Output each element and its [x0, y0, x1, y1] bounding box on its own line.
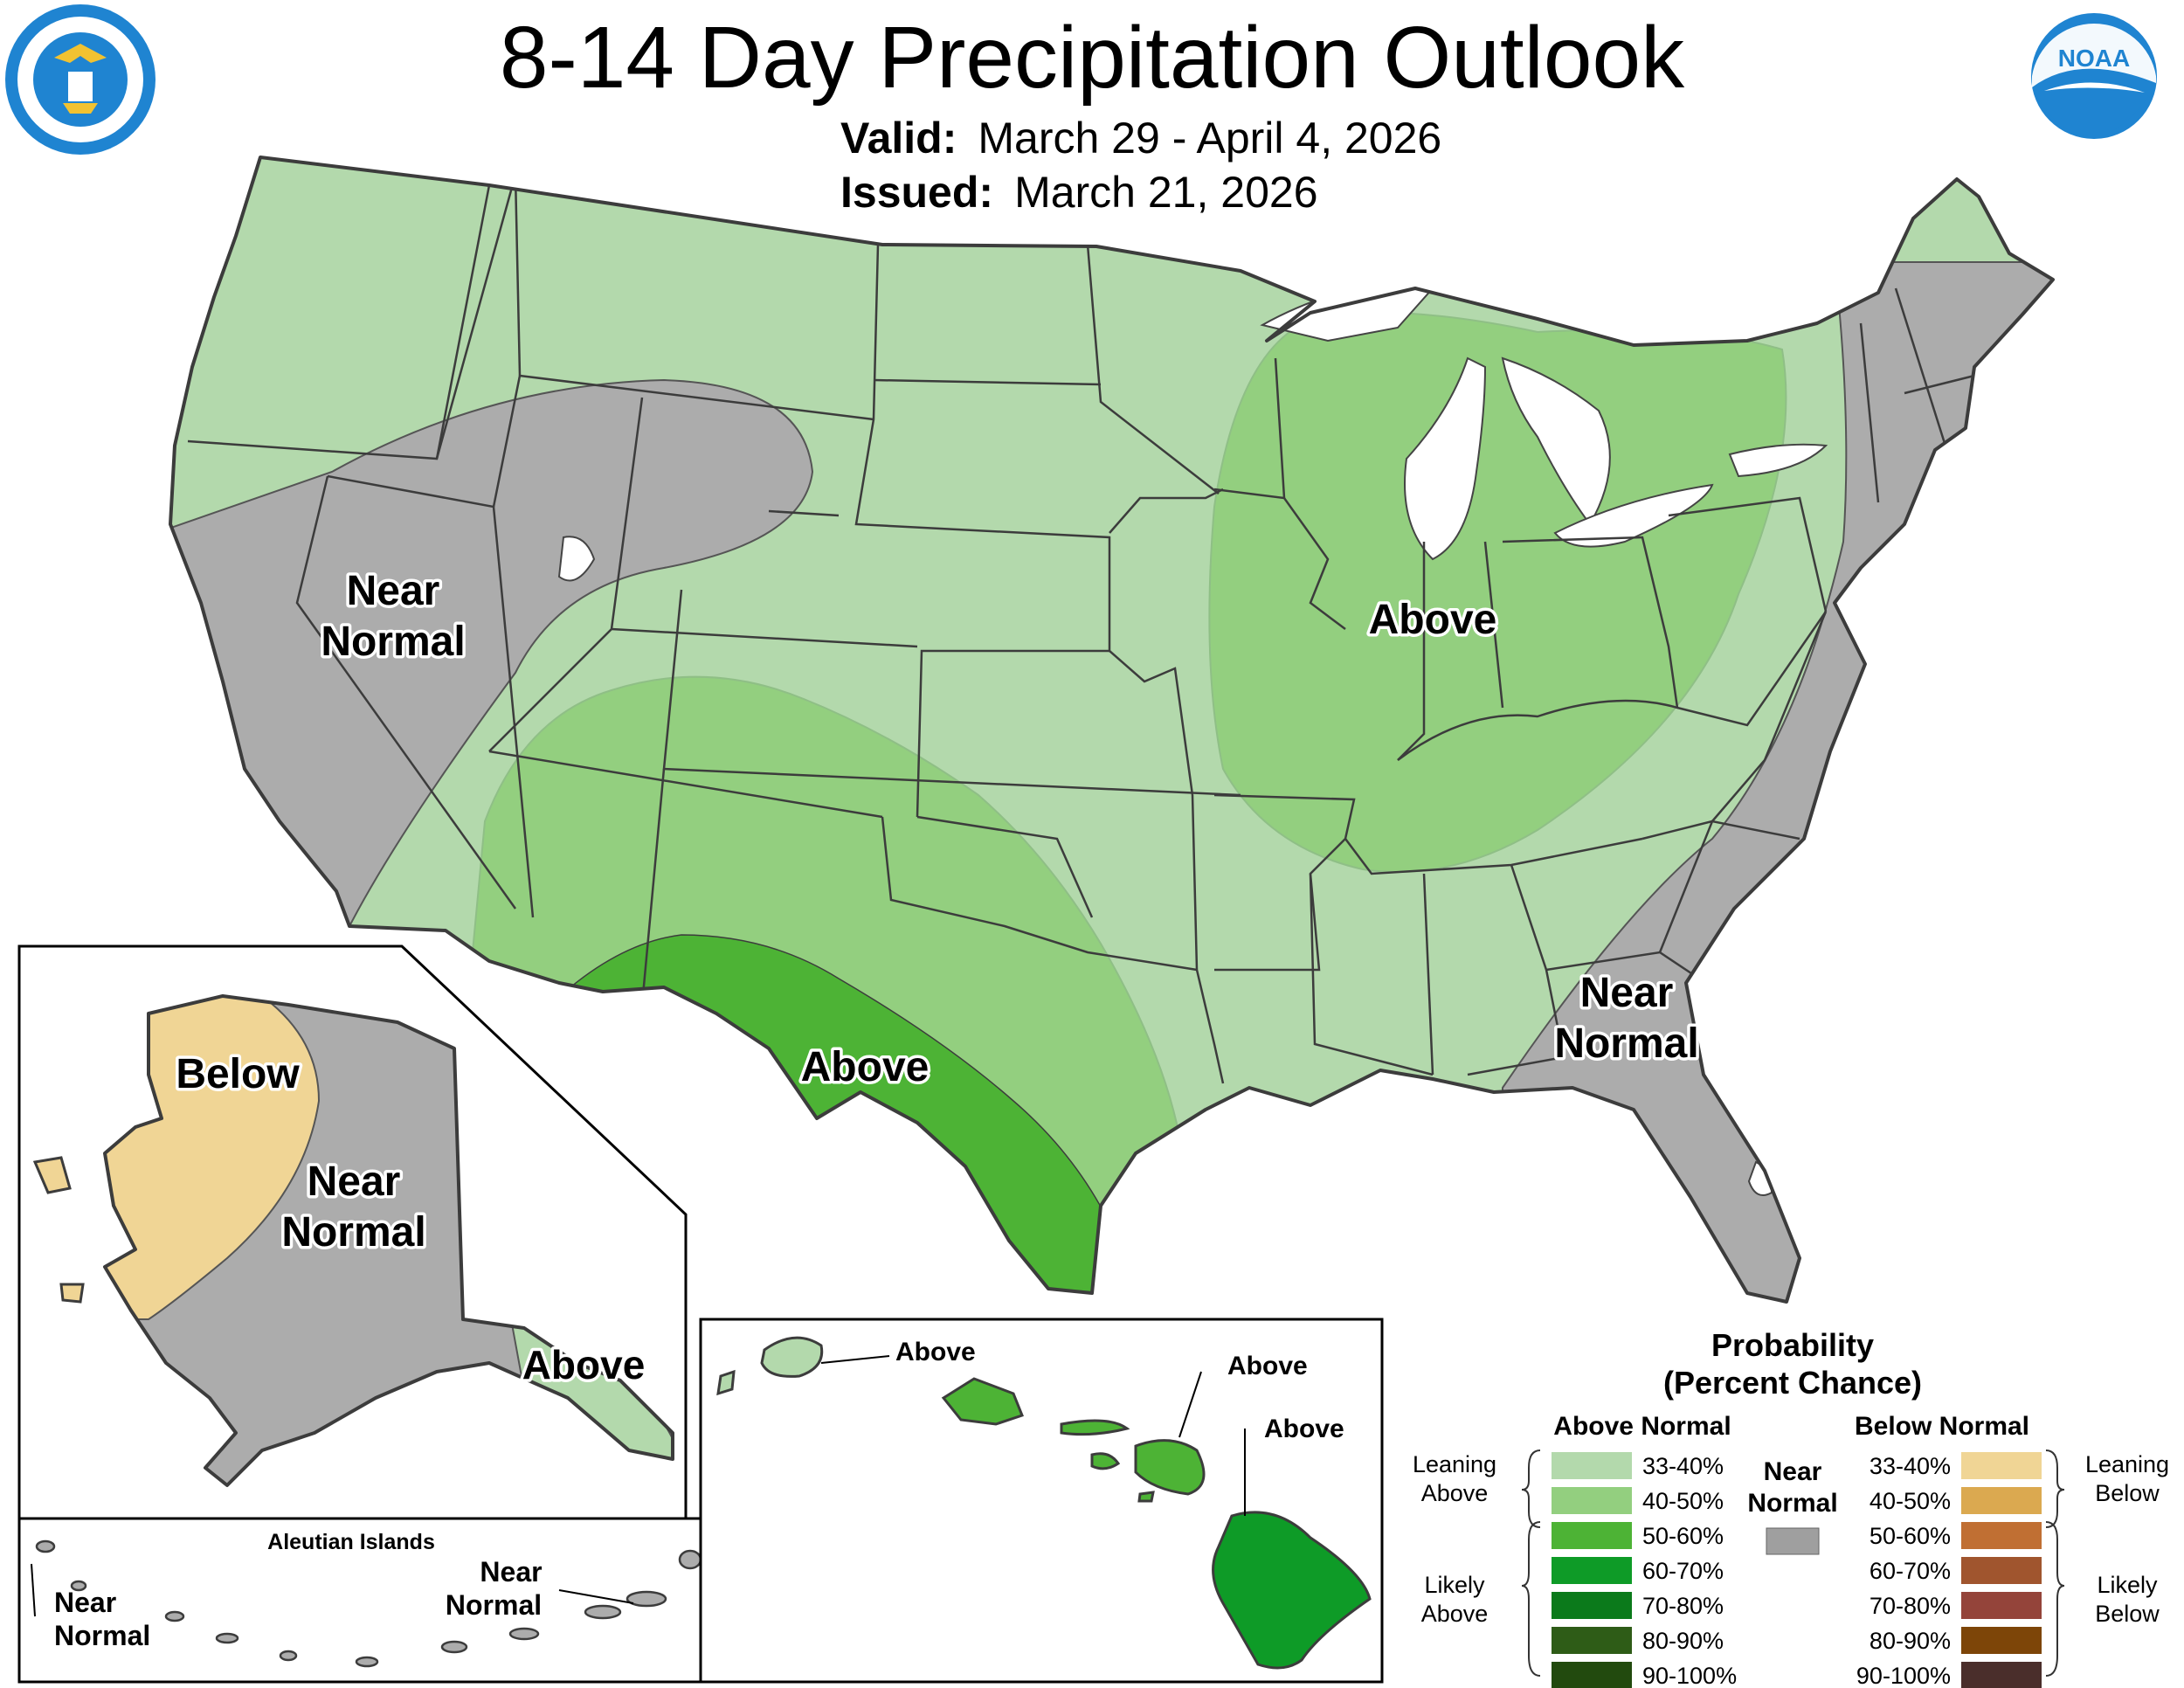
legend-above-label-6: 90-100%: [1642, 1663, 1737, 1688]
legend-above-swatch-4: [1552, 1592, 1632, 1619]
legend-below-label-2: 50-60%: [1870, 1523, 1951, 1549]
legend-near-normal-line1: Near: [1764, 1457, 1822, 1486]
conus-outline: [169, 156, 2055, 1304]
legend-likely-above-line1: Likely: [1424, 1572, 1485, 1598]
aleutian-right-near-normal-line1: Near: [480, 1556, 542, 1588]
legend-above-label-2: 50-60%: [1642, 1523, 1724, 1549]
noaa-logo-icon: NOAA: [2031, 13, 2157, 139]
niihau-island: [716, 1369, 736, 1396]
legend-above-label-4: 70-80%: [1642, 1593, 1724, 1619]
hawaii-kauai-above-label: Above: [895, 1338, 976, 1366]
conus-texas-above-label: Above: [801, 1044, 930, 1090]
legend-likely-above-line2: Above: [1421, 1601, 1489, 1627]
noaa-logo-text: NOAA: [2058, 45, 2130, 72]
great-salt-lake: [557, 536, 596, 582]
issued-value: March 21, 2026: [1014, 168, 1318, 217]
alaska-below-label: Below: [176, 1051, 300, 1097]
legend-below-swatch-5: [1961, 1627, 2042, 1654]
legend-below-label-6: 90-100%: [1856, 1663, 1951, 1688]
legend-near-normal-line2: Normal: [1747, 1489, 1837, 1518]
aleutian-left-near-normal-line1: Near: [54, 1587, 116, 1618]
legend-above-header: Above Normal: [1553, 1412, 1731, 1441]
legend-above-label-0: 33-40%: [1642, 1453, 1724, 1479]
legend-below-label-5: 80-90%: [1870, 1628, 1951, 1654]
legend-title-line1: Probability: [1711, 1327, 1874, 1363]
aleutian-inset: Aleutian Islands Near Normal Near Normal: [17, 1517, 702, 1684]
legend-below-swatch-3: [1961, 1557, 2042, 1584]
legend-below-label-3: 60-70%: [1870, 1558, 1951, 1584]
legend-title-line2: (Percent Chance): [1663, 1365, 1922, 1401]
legend-below-header: Below Normal: [1855, 1412, 2029, 1441]
alaska-near-normal-line1: Near: [308, 1159, 401, 1205]
lake-erie: [1553, 483, 1714, 548]
hawaii-inset: Above Above Above: [699, 1318, 1384, 1684]
legend-below-swatch-2: [1961, 1522, 2042, 1549]
aleutian-island-chain: [35, 1539, 702, 1668]
legend-above-label-1: 40-50%: [1642, 1488, 1724, 1514]
lake-michigan: [1404, 356, 1487, 561]
legend-below-label-1: 40-50%: [1870, 1488, 1951, 1514]
legend-leaning-above-line1: Leaning: [1413, 1451, 1496, 1477]
maui-island: [1134, 1439, 1206, 1496]
valid-label: Valid:: [840, 114, 957, 163]
legend-leaning-below-line2: Below: [2095, 1480, 2160, 1506]
conus-midwest-above-label: Above: [1369, 597, 1497, 643]
legend-leaning-below-line1: Leaning: [2085, 1451, 2169, 1477]
alaska-inset: Below Near Normal Above: [17, 944, 688, 1520]
lake-ontario: [1728, 443, 1828, 478]
kahoolawe-island: [1137, 1491, 1155, 1503]
conus-southeast-near-normal-line1: Near: [1580, 970, 1674, 1016]
page-title: 8-14 Day Precipitation Outlook: [499, 9, 1685, 107]
legend-leaning-above-line2: Above: [1421, 1480, 1489, 1506]
conus-southeast-near-normal-line2: Normal: [1554, 1020, 1698, 1067]
conus-west-near-normal-line1: Near: [347, 568, 440, 614]
legend-below-label-4: 70-80%: [1870, 1593, 1951, 1619]
issued-date-line: Issued: March 21, 2026: [840, 166, 1318, 218]
valid-date-line: Valid: March 29 - April 4, 2026: [840, 112, 1441, 164]
legend-above-label-3: 60-70%: [1642, 1558, 1724, 1584]
big-island: [1212, 1511, 1372, 1670]
kauai-island: [760, 1336, 824, 1378]
legend-below-swatch-1: [1961, 1487, 2042, 1514]
legend-below-label-0: 33-40%: [1870, 1453, 1951, 1479]
st-lawrence-island: [32, 1156, 72, 1194]
legend-below-bins: 33-40% 40-50% 50-60% 60-70% 70-80% 80-90% 90-1…: [1856, 1452, 2042, 1688]
legend-above-bins: 33-40% 40-50% 50-60% 60-70% 70-80% 80-90% 90-1…: [1552, 1452, 1737, 1688]
hawaii-big-island-above-label: Above: [1264, 1415, 1344, 1443]
aleutian-title: Aleutian Islands: [267, 1530, 435, 1554]
issued-label: Issued:: [840, 168, 994, 217]
legend-above-label-5: 80-90%: [1642, 1628, 1724, 1654]
legend-above-swatch-2: [1552, 1522, 1632, 1549]
legend-near-normal-swatch: [1766, 1527, 1820, 1555]
legend-below-swatch-0: [1961, 1452, 2042, 1479]
legend-below-swatch-4: [1961, 1592, 2042, 1619]
aleutian-right-near-normal-line2: Normal: [446, 1589, 542, 1621]
hawaii-maui-above-label: Above: [1227, 1352, 1308, 1380]
alaska-outline: [103, 994, 674, 1487]
commerce-seal-icon: [5, 4, 156, 155]
aleutian-left-near-normal-line2: Normal: [54, 1620, 150, 1651]
conus-west-near-normal-region: [170, 378, 814, 936]
alaska-near-normal-line2: Normal: [281, 1209, 425, 1256]
probability-legend: Probability (Percent Chance) Above Norma…: [1413, 1327, 2169, 1688]
legend-above-swatch-3: [1552, 1557, 1632, 1584]
legend-above-swatch-5: [1552, 1627, 1632, 1654]
legend-above-swatch-1: [1552, 1487, 1632, 1514]
legend-above-swatch-0: [1552, 1452, 1632, 1479]
alaska-above-label: Above: [522, 1342, 646, 1387]
nunivak-island: [59, 1283, 85, 1304]
legend-likely-below-line2: Below: [2095, 1601, 2160, 1627]
oahu-island: [941, 1377, 1024, 1426]
legend-below-swatch-6: [1961, 1662, 2042, 1688]
valid-value: March 29 - April 4, 2026: [978, 114, 1442, 163]
legend-brackets: [1521, 1449, 2065, 1677]
lanai-island: [1090, 1452, 1121, 1470]
conus-state-borders: [187, 174, 1975, 1084]
conus-west-near-normal-line2: Normal: [321, 619, 465, 665]
legend-likely-below-line1: Likely: [2097, 1572, 2158, 1598]
legend-above-swatch-6: [1552, 1662, 1632, 1688]
molokai-island: [1060, 1419, 1130, 1436]
